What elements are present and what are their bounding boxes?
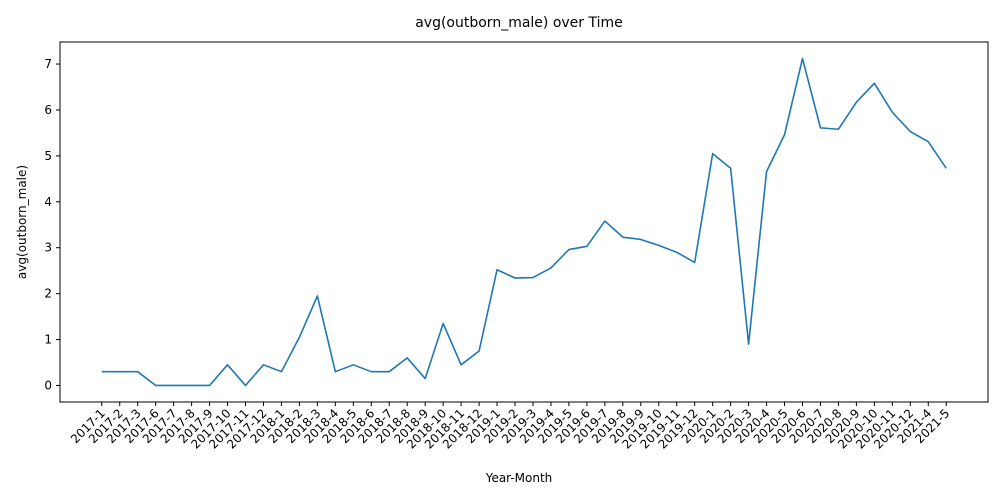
data-point [855,101,858,104]
data-point [801,57,804,60]
data-point [100,370,103,373]
data-point [729,167,732,170]
y-tick-label: 5 [44,149,52,163]
x-axis-title: Year-Month [485,471,553,485]
plot-frame [59,41,989,403]
data-point [783,133,786,136]
data-point [891,111,894,114]
data-point [711,152,714,155]
data-point [909,130,912,133]
data-point [118,370,121,373]
data-point [388,370,391,373]
data-point [496,268,499,271]
data-point [837,128,840,131]
data-point [208,384,211,387]
data-point [352,363,355,366]
data-point [190,384,193,387]
data-point [765,170,768,173]
data-point [693,261,696,264]
y-tick-label: 0 [44,378,52,392]
data-point [316,294,319,297]
data-point [873,82,876,85]
data-point [549,266,552,269]
y-axis-title: avg(outborn_male) [15,165,29,279]
data-point [603,220,606,223]
data-point [442,322,445,325]
data-point [460,363,463,366]
data-point [298,336,301,339]
data-point [657,244,660,247]
data-point [226,363,229,366]
y-tick-label: 6 [44,103,52,117]
data-point [945,167,948,170]
y-tick-label: 7 [44,57,52,71]
data-point [567,248,570,251]
data-point [334,370,337,373]
data-point [154,384,157,387]
data-point [819,126,822,129]
y-tick-label: 4 [44,195,52,209]
chart-title: avg(outborn_male) over Time [415,15,623,31]
data-point [639,238,642,241]
y-tick-label: 2 [44,287,52,301]
data-point [675,251,678,254]
data-point [370,370,373,373]
data-point [747,343,750,346]
data-point [424,377,427,380]
data-point [478,350,481,353]
y-tick-label: 3 [44,241,52,255]
data-point [585,245,588,248]
data-point [531,276,534,279]
data-point [244,384,247,387]
data-point [514,277,517,280]
data-point [172,384,175,387]
data-point [136,370,139,373]
data-point [280,370,283,373]
data-point [927,140,930,143]
data-point [621,236,624,239]
data-point [262,363,265,366]
y-tick-label: 1 [44,333,52,347]
data-point [406,356,409,359]
series-line [101,57,947,387]
